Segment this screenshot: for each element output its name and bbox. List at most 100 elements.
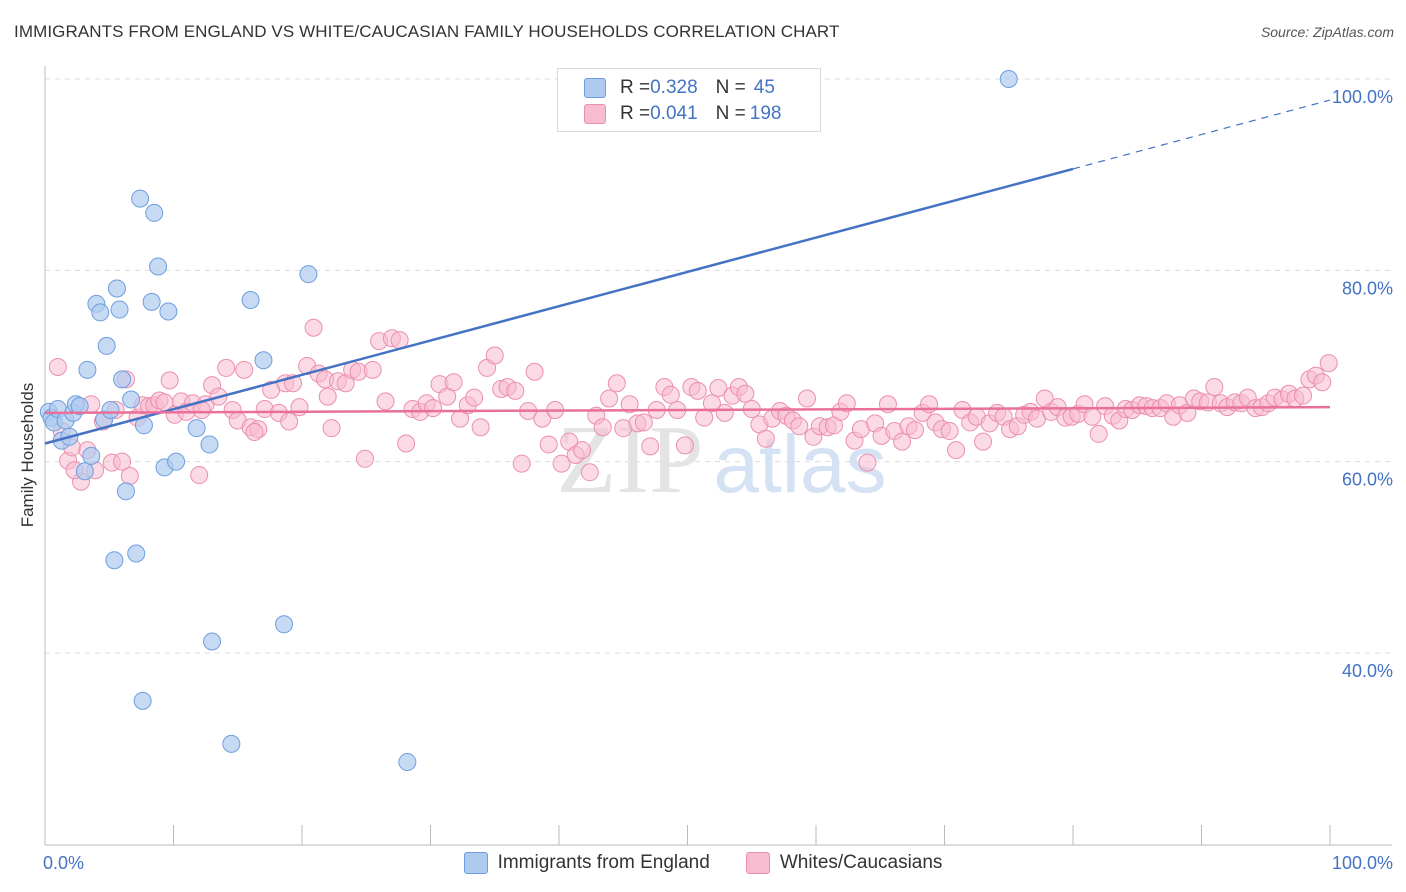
point-whites: [363, 360, 382, 379]
point-whites: [318, 387, 337, 406]
point-england: [116, 482, 135, 501]
point-whites: [190, 466, 209, 485]
point-whites: [539, 435, 558, 454]
point-whites: [905, 421, 924, 440]
point-england: [167, 452, 186, 471]
tick-labels: 40.0% 60.0% 80.0% 100.0% 0.0% 100.0%: [43, 87, 1393, 873]
x-tick-label: 100.0%: [1332, 853, 1393, 873]
point-whites: [355, 449, 374, 468]
point-whites: [974, 432, 993, 451]
point-england: [149, 257, 168, 276]
trend-england-extension: [1072, 99, 1331, 170]
point-whites: [471, 418, 490, 437]
point-whites: [217, 358, 236, 377]
point-england: [203, 632, 222, 651]
point-whites: [1205, 378, 1224, 397]
y-tick-label: 100.0%: [1332, 87, 1393, 107]
point-england: [105, 551, 124, 570]
point-england: [131, 189, 150, 208]
legend-label-whites: Whites/Caucasians: [779, 852, 943, 873]
point-whites: [634, 413, 653, 432]
point-whites: [675, 436, 694, 455]
legend-n-label: N =: [715, 103, 746, 124]
y-tick-label: 40.0%: [1342, 661, 1393, 681]
point-whites: [444, 373, 463, 392]
point-whites: [641, 437, 660, 456]
point-whites: [1319, 354, 1338, 373]
point-england: [91, 303, 110, 322]
point-whites: [506, 381, 525, 400]
point-whites: [304, 318, 323, 337]
legend-swatch-england: [463, 852, 488, 874]
legend-item-whites: Whites/Caucasians: [745, 852, 943, 874]
point-england: [127, 544, 146, 563]
point-england: [75, 462, 94, 481]
point-england: [78, 360, 97, 379]
point-england: [187, 419, 206, 438]
legend-r-value: 0.041: [650, 103, 698, 124]
y-axis-label: Family Households: [18, 382, 37, 528]
point-whites: [893, 432, 912, 451]
point-whites: [290, 398, 309, 417]
point-england: [142, 292, 161, 311]
point-england: [133, 691, 152, 710]
legend-label-england: Immigrants from England: [497, 852, 710, 873]
legend-n-label: N =: [715, 77, 746, 98]
point-whites: [702, 394, 721, 413]
point-whites: [736, 384, 755, 403]
y-tick-label: 80.0%: [1342, 278, 1393, 298]
trend-whites: [44, 405, 1331, 415]
point-england: [70, 397, 89, 416]
point-whites: [424, 399, 443, 418]
point-whites: [525, 362, 544, 381]
legend-row-england: R = 0.328 N = 45: [584, 76, 775, 100]
legend-swatch-whites: [584, 104, 606, 124]
point-england: [145, 203, 164, 222]
x-tick-label: 0.0%: [43, 853, 84, 873]
point-whites: [1089, 424, 1108, 443]
gridlines: [45, 78, 1392, 654]
chart-title: IMMIGRANTS FROM ENGLAND VS WHITE/CAUCASI…: [14, 22, 840, 41]
point-whites: [790, 417, 809, 436]
legend-r-label: R =: [620, 77, 651, 98]
point-whites: [920, 395, 939, 414]
point-england: [241, 290, 260, 309]
point-whites: [397, 434, 416, 453]
point-england: [122, 390, 141, 409]
point-whites: [485, 346, 504, 365]
point-whites: [593, 418, 612, 437]
point-england: [999, 70, 1018, 88]
legend-row-whites: R = 0.041 N = 198: [584, 102, 781, 126]
point-england: [254, 351, 273, 370]
point-england: [200, 435, 219, 454]
axes: [44, 66, 1392, 846]
point-whites: [661, 385, 680, 404]
point-whites: [1294, 386, 1313, 405]
point-whites: [607, 374, 626, 393]
legend-r-value: 0.328: [650, 77, 698, 98]
legend-n-value: 198: [749, 103, 782, 124]
point-whites: [947, 441, 966, 460]
point-whites: [280, 412, 299, 431]
point-whites: [858, 453, 877, 472]
point-whites: [573, 441, 592, 460]
point-whites: [756, 429, 775, 448]
trend-lines: [44, 99, 1331, 445]
point-whites: [48, 357, 67, 376]
series-england-points: [39, 70, 1018, 772]
stats-legend: R = 0.328 N = 45 R = 0.041 N = 198: [557, 68, 821, 132]
point-england: [159, 302, 178, 321]
point-whites: [688, 381, 707, 400]
trend-england: [44, 167, 1074, 445]
point-whites: [709, 379, 728, 398]
point-england: [101, 401, 120, 420]
y-tick-label: 60.0%: [1342, 470, 1393, 490]
point-england: [299, 265, 318, 284]
point-whites: [465, 388, 484, 407]
point-whites: [580, 463, 599, 482]
point-whites: [1313, 373, 1332, 392]
point-whites: [940, 422, 959, 441]
point-england: [398, 753, 417, 772]
point-whites: [552, 454, 571, 473]
